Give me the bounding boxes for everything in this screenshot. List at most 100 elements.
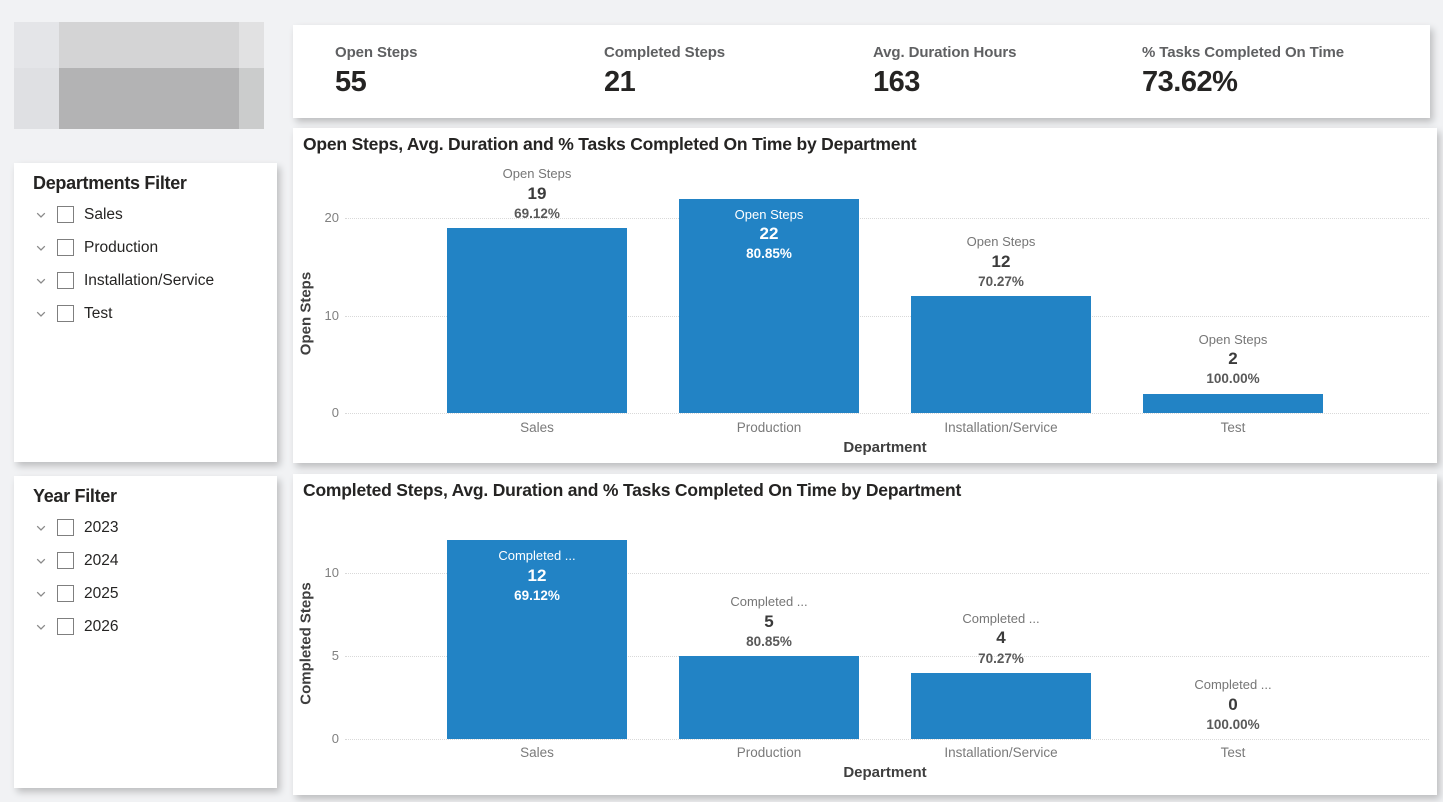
gridline [345,218,1429,219]
data-label-value: 22 [759,224,779,244]
data-label-value: 4 [996,628,1006,648]
kpi-card: Completed Steps 21 [604,44,873,99]
bar-data-label: Open Steps 22 80.85% [679,207,859,264]
y-tick-label: 20 [324,210,339,225]
bar[interactable] [447,539,627,739]
checkbox[interactable] [57,618,74,635]
chart-title: Open Steps, Avg. Duration and % Tasks Co… [303,134,917,154]
kpi-card-row: Open Steps 55 Completed Steps 21 Avg. Durati… [293,25,1430,118]
filter-item-label: 2026 [84,617,119,635]
bar[interactable] [1143,393,1323,413]
year-filter-panel: Year Filter 2023 2024 2025 2026 [14,476,277,788]
bar-data-label: Completed ... 12 69.12% [447,548,627,605]
x-axis-title: Department [843,439,927,456]
bar[interactable] [911,296,1091,413]
x-category-label: Installation/Service [944,745,1058,760]
chevron-down-icon[interactable] [33,619,49,635]
data-label-series: Completed ... [498,547,576,563]
data-label-percent: 69.12% [514,205,560,221]
checkbox[interactable] [57,305,74,322]
kpi-card: % Tasks Completed On Time 73.62% [1142,44,1411,99]
gridline [345,739,1429,740]
x-category-label: Installation/Service [944,420,1058,435]
filter-item[interactable]: Installation/Service [33,264,277,297]
checkbox[interactable] [57,519,74,536]
x-category-label: Production [736,420,802,435]
data-label-percent: 70.27% [978,273,1024,289]
data-label-series: Open Steps [502,165,572,181]
kpi-label: % Tasks Completed On Time [1142,44,1344,61]
x-category-label: Production [736,745,802,760]
filter-item[interactable]: 2025 [33,577,277,610]
completed-steps-chart-panel: Completed Steps, Avg. Duration and % Tas… [293,474,1437,795]
kpi-value: 73.62% [1142,66,1238,98]
logo-placeholder [14,22,264,129]
filter-item-label: 2023 [84,518,119,536]
y-tick-label: 5 [331,648,339,663]
bar[interactable] [911,672,1091,739]
open-steps-chart-panel: Open Steps, Avg. Duration and % Tasks Co… [293,128,1437,463]
chart-title: Completed Steps, Avg. Duration and % Tas… [303,480,962,500]
filter-item[interactable]: 2024 [33,544,277,577]
data-label-series: Completed ... [1194,677,1272,692]
kpi-label: Avg. Duration Hours [873,44,1017,61]
checkbox[interactable] [57,552,74,569]
filter-item[interactable]: Production [33,231,277,264]
data-label-percent: 69.12% [514,587,560,603]
bar[interactable] [679,198,859,413]
bar[interactable] [679,656,859,739]
kpi-card: Open Steps 55 [335,44,604,99]
data-label-value: 0 [1228,694,1238,714]
bar[interactable] [447,227,627,413]
data-label-value: 12 [991,251,1011,271]
data-label-value: 12 [527,565,547,585]
chevron-down-icon[interactable] [33,273,49,289]
y-axis-title: Completed Steps [297,582,315,705]
bar-chart: 0 10 20 Open Steps Open Steps 19 69.12% Sales Op… [293,158,1437,463]
chevron-down-icon[interactable] [33,520,49,536]
data-label-series: Open Steps [966,234,1036,249]
kpi-label: Completed Steps [604,44,726,61]
departments-filter-panel: Departments Filter Sales Production Instal… [14,163,277,462]
filter-item[interactable]: 2026 [33,610,277,643]
kpi-value: 163 [873,66,920,98]
filter-item-label: Installation/Service [84,271,215,289]
bar-data-label: Open Steps 2 100.00% [1143,332,1323,389]
gridline [345,656,1429,657]
filter-item-label: Production [84,238,159,256]
bar-data-label: Completed ... 5 80.85% [679,594,859,651]
chevron-down-icon[interactable] [33,240,49,256]
chevron-down-icon[interactable] [33,586,49,602]
filter-list: Sales Production Installation/Service Test [33,198,277,330]
data-label-series: Completed ... [730,594,808,609]
chevron-down-icon[interactable] [33,553,49,569]
filter-item[interactable]: Test [33,297,277,330]
filter-item[interactable]: 2023 [33,511,277,544]
kpi-value: 21 [604,66,636,98]
filter-item[interactable]: Sales [33,198,277,231]
y-axis-title: Open Steps [297,271,315,356]
data-label-series: Completed ... [962,610,1040,626]
data-label-percent: 100.00% [1206,716,1260,732]
filter-item-label: Sales [84,205,123,223]
checkbox[interactable] [57,206,74,223]
checkbox[interactable] [57,272,74,289]
data-label-value: 2 [1228,349,1238,369]
x-category-label: Sales [520,745,554,760]
data-label-percent: 80.85% [746,246,792,262]
gridline [345,413,1429,414]
checkbox[interactable] [57,585,74,602]
kpi-card: Avg. Duration Hours 163 [873,44,1142,99]
chevron-down-icon[interactable] [33,306,49,322]
data-label-percent: 80.85% [746,633,792,649]
chevron-down-icon[interactable] [33,207,49,223]
filter-title: Year Filter [33,486,117,506]
y-tick-label: 0 [331,731,339,746]
x-category-label: Sales [520,420,554,435]
data-label-series: Open Steps [1198,331,1268,347]
x-category-label: Test [1220,420,1246,435]
x-axis-title: Department [843,764,927,781]
data-label-percent: 70.27% [978,650,1024,666]
checkbox[interactable] [57,239,74,256]
filter-title: Departments Filter [33,173,187,193]
